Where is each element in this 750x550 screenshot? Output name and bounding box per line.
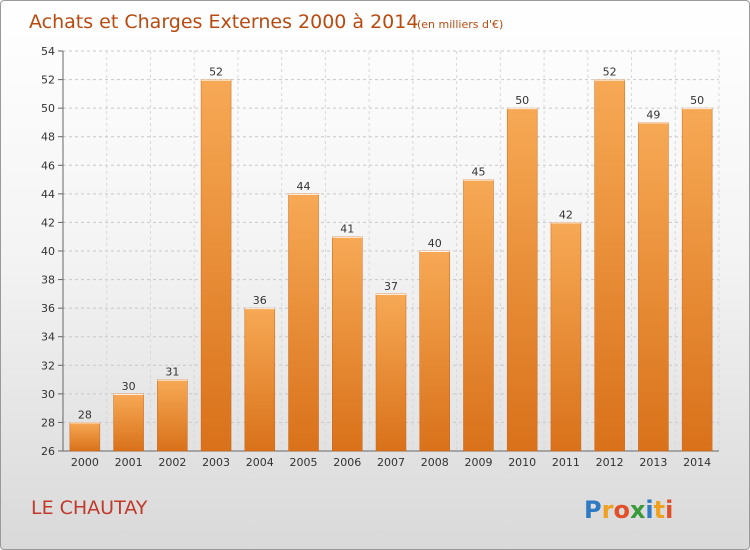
- data-label-2000: 28: [78, 408, 92, 421]
- bar-2003: [200, 79, 232, 452]
- x-tick-label: 2012: [596, 456, 624, 469]
- data-label-2003: 52: [209, 66, 223, 79]
- y-tick-label: 28: [41, 416, 55, 429]
- data-label-2006: 41: [340, 223, 354, 236]
- x-tick-label: 2005: [290, 456, 318, 469]
- x-tick-label: 2009: [464, 456, 492, 469]
- bars: [69, 79, 713, 452]
- chart-title: Achats et Charges Externes 2000 à 2014: [29, 11, 418, 33]
- bar-2000: [69, 422, 101, 452]
- logo-letter: i: [665, 496, 673, 524]
- data-label-2012: 52: [603, 66, 617, 79]
- logo-letter: P: [584, 496, 602, 524]
- y-tick-label: 46: [41, 159, 55, 172]
- data-label-2002: 31: [165, 366, 179, 379]
- x-tick-label: 2003: [202, 456, 230, 469]
- y-tick-label: 34: [41, 331, 55, 344]
- x-tick-label: 2000: [71, 456, 99, 469]
- bar-2001: [113, 393, 144, 452]
- bar-2007: [375, 293, 407, 452]
- y-tick-label: 48: [41, 131, 55, 144]
- bar-2011: [550, 222, 582, 452]
- y-tick-label: 32: [41, 359, 55, 372]
- y-tick-label: 36: [41, 302, 55, 315]
- y-tick-label: 42: [41, 216, 55, 229]
- bar-2014: [681, 107, 713, 452]
- y-tick-label: 54: [41, 45, 55, 58]
- bar-2006: [332, 236, 363, 452]
- bar-2004: [244, 307, 276, 452]
- y-tick-label: 44: [41, 188, 55, 201]
- x-tick-label: 2011: [552, 456, 580, 469]
- place-name: LE CHAUTAY: [31, 497, 148, 519]
- data-label-2009: 45: [471, 166, 485, 179]
- data-label-2008: 40: [428, 237, 442, 250]
- x-tick-label: 2004: [246, 456, 274, 469]
- y-tick-label: 30: [41, 388, 55, 401]
- data-label-2007: 37: [384, 280, 398, 293]
- x-tick-label: 2010: [508, 456, 536, 469]
- data-label-2013: 49: [646, 108, 660, 121]
- x-tick-label: 2014: [683, 456, 711, 469]
- logo-letter: x: [630, 496, 646, 524]
- y-tick-label: 50: [41, 102, 55, 115]
- axes: 26 28 30 32 34 36 38 40 42 44 46 48 50 52 54: [41, 45, 719, 458]
- y-tick-label: 40: [41, 245, 55, 258]
- y-tick-label: 26: [41, 445, 55, 458]
- bar-2010: [506, 107, 538, 452]
- proxiti-logo: Proxiti: [584, 496, 673, 524]
- logo-letter: o: [613, 496, 630, 524]
- x-tick-label: 2002: [158, 456, 186, 469]
- data-label-2001: 30: [122, 380, 136, 393]
- chart-unit: (en milliers d'€): [417, 18, 503, 31]
- data-label-2004: 36: [253, 294, 267, 307]
- x-tick-label: 2008: [421, 456, 449, 469]
- logo-letter: r: [602, 496, 614, 524]
- x-tick-label: 2001: [115, 456, 143, 469]
- labels: 28 2000 30 2001 31 2002 52 2003 36 2004 44 2005 41 20…: [71, 66, 711, 469]
- data-label-2014: 50: [690, 94, 704, 107]
- x-tick-label: 2013: [639, 456, 667, 469]
- bar-2008: [419, 250, 450, 452]
- bar-2013: [638, 122, 669, 452]
- data-label-2005: 44: [297, 180, 311, 193]
- logo-letter: t: [654, 496, 665, 524]
- bar-2009: [463, 179, 494, 452]
- data-label-2010: 50: [515, 94, 529, 107]
- bar-2005: [288, 193, 319, 452]
- bar-2002: [157, 379, 188, 452]
- bar-2012: [594, 79, 625, 452]
- logo-letter: i: [645, 496, 653, 524]
- x-tick-label: 2007: [377, 456, 405, 469]
- y-tick-label: 52: [41, 74, 55, 87]
- data-label-2011: 42: [559, 208, 573, 221]
- x-tick-label: 2006: [333, 456, 361, 469]
- y-tick-label: 38: [41, 274, 55, 287]
